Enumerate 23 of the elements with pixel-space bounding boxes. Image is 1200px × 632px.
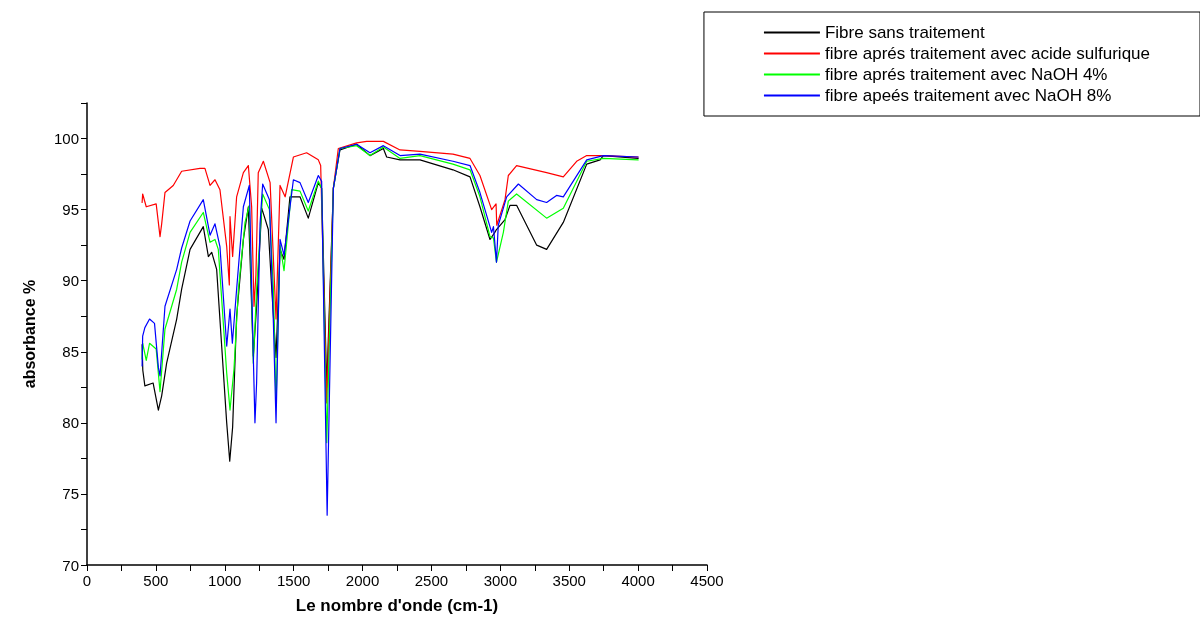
x-tick-label: 3500 [552,572,586,589]
x-tick-label: 1000 [208,572,242,589]
x-tick-label: 0 [82,572,92,589]
legend-label: Fibre sans traitement [824,23,985,42]
y-tick-label: 80 [62,414,79,432]
x-tick-label: 4000 [621,572,655,589]
y-tick-label: 85 [62,343,79,361]
x-tick-label: 3000 [483,572,518,589]
y-tick-label: 75 [62,485,79,503]
legend-label: fibre aprés traitement avec acide sulfurique [824,44,1150,63]
x-tick-label: 1500 [276,572,311,589]
x-tick-label: 2000 [345,572,380,589]
x-tick-label: 4500 [690,572,724,589]
y-tick-label: 95 [62,201,79,219]
y-tick-label: 100 [53,130,79,148]
x-tick-label: 2500 [414,572,449,589]
legend-label: fibre aprés traitement avec NaOH 4% [824,65,1108,84]
x-axis-title: Le nombre d'onde (cm-1) [295,596,499,615]
y-tick-label: 90 [62,272,79,290]
legend-label: fibre apeés traitement avec NaOH 8% [824,86,1112,105]
y-axis-title: absorbance % [20,279,38,389]
x-tick-label: 500 [143,572,169,589]
y-tick-label: 70 [62,556,79,574]
